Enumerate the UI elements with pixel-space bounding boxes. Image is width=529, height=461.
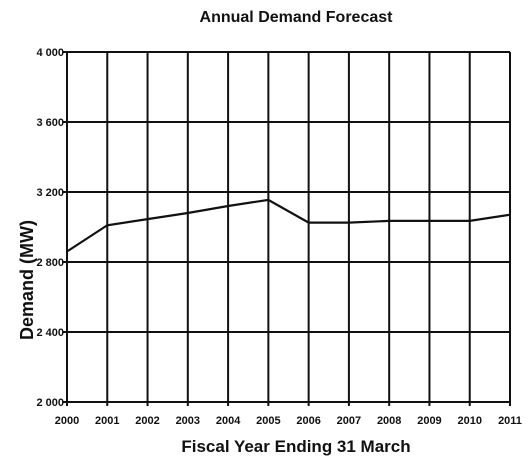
y-tick-label: 2 000 (36, 397, 64, 409)
x-axis-label: Fiscal Year Ending 31 March (181, 437, 410, 456)
x-tick-label: 2004 (216, 415, 241, 427)
y-tick-label: 3 200 (36, 187, 64, 199)
x-tick-label: 2011 (498, 415, 522, 427)
chart-title: Annual Demand Forecast (200, 9, 394, 26)
x-tick-label: 2002 (135, 415, 159, 427)
y-tick-label: 3 600 (36, 117, 64, 129)
x-tick-label: 2000 (55, 415, 79, 427)
x-tick-label: 2008 (377, 415, 401, 427)
x-tick-label: 2006 (296, 415, 320, 427)
x-tick-label: 2003 (176, 415, 200, 427)
x-tick-label: 2007 (337, 415, 361, 427)
x-tick-label: 2001 (95, 415, 119, 427)
y-tick-label: 2 400 (36, 327, 64, 339)
x-tick-label: 2009 (417, 415, 441, 427)
y-axis-label: Demand (MW) (17, 220, 37, 340)
y-tick-label: 4 000 (36, 47, 64, 59)
data-line (66, 198, 511, 253)
x-tick-label: 2010 (457, 415, 481, 427)
x-tick-label: 2005 (256, 415, 280, 427)
y-tick-label: 2 800 (36, 257, 64, 269)
